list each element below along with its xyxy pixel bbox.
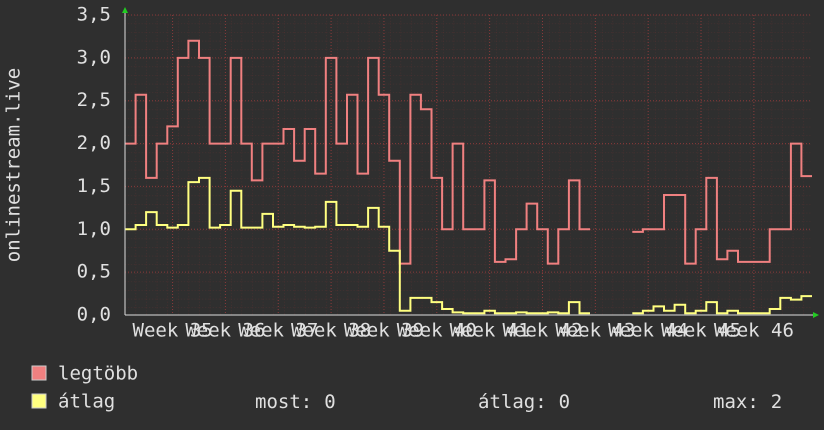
x-tick-label: Week 40 <box>397 320 477 342</box>
lines <box>125 39 812 315</box>
series-line <box>125 39 812 265</box>
x-tick-label: Week 35 <box>133 320 213 342</box>
legend-swatch <box>31 365 47 381</box>
y-axis-label: onlinestream.live <box>3 68 25 262</box>
x-tick-label: Week 39 <box>344 320 424 342</box>
y-tick-label: 1,5 <box>77 175 111 197</box>
y-tick-label: 3,5 <box>77 4 111 26</box>
y-tick-label: 2,5 <box>77 89 111 111</box>
stat: max: 2 <box>713 391 782 413</box>
x-tick-label: Week 44 <box>608 320 688 342</box>
x-tick-label: Week 42 <box>502 320 582 342</box>
stat: átlag: 0 <box>478 391 570 413</box>
x-tick-label: Week 41 <box>450 320 530 342</box>
y-tick-label: 3,0 <box>77 46 111 68</box>
stat-value: 0 <box>324 391 335 413</box>
y-arrow <box>122 7 128 13</box>
stat: most: 0 <box>255 391 336 413</box>
stat-value: 2 <box>771 391 782 413</box>
legend-label: legtöbb <box>58 363 138 385</box>
stat-label: most: <box>255 391 312 413</box>
x-arrow <box>813 312 819 318</box>
x-tick-label: Week 43 <box>555 320 635 342</box>
stat-label: max: <box>713 391 759 413</box>
series-line <box>125 176 812 315</box>
y-tick-label: 0,5 <box>77 261 111 283</box>
y-tick-label: 2,0 <box>77 132 111 154</box>
stat-label: átlag: <box>478 391 547 413</box>
x-tick-label: Week 38 <box>291 320 371 342</box>
y-tick-label: 0,0 <box>77 304 111 326</box>
stat-value: 0 <box>559 391 570 413</box>
x-tick-label: Week 46 <box>714 320 794 342</box>
legend-label: átlag <box>58 391 115 413</box>
legend: legtöbb átlag most: 0 átlag: 0 max: 2 <box>31 363 782 413</box>
legend-swatch <box>31 393 47 409</box>
x-tick-label: Week 36 <box>185 320 265 342</box>
x-tick-label: Week 45 <box>661 320 741 342</box>
y-tick-label: 1,0 <box>77 218 111 240</box>
minor-grid <box>125 15 812 315</box>
x-tick-label: Week 37 <box>238 320 318 342</box>
